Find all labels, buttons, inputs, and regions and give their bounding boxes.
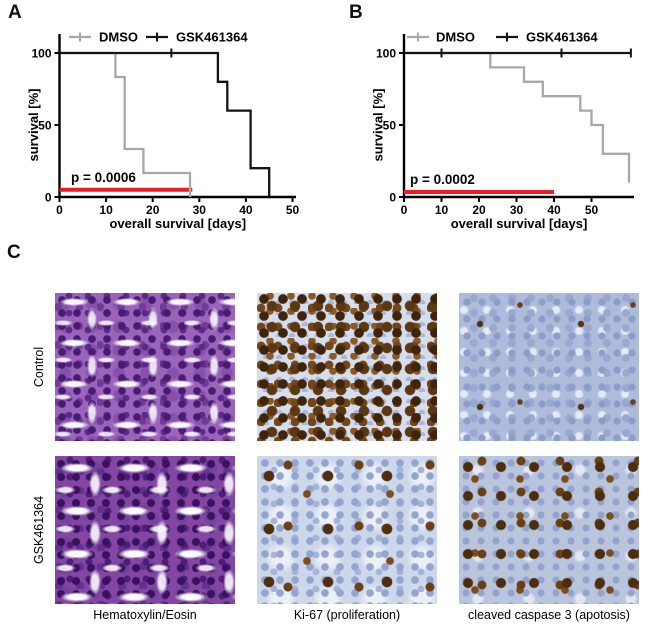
svg-text:p = 0.0006: p = 0.0006 — [71, 170, 136, 185]
svg-text:DMSO: DMSO — [436, 30, 475, 45]
svg-text:survival [%]: survival [%] — [371, 89, 386, 162]
svg-text:0: 0 — [56, 203, 63, 217]
svg-text:10: 10 — [99, 203, 113, 217]
svg-text:survival [%]: survival [%] — [26, 89, 41, 162]
svg-text:40: 40 — [239, 203, 253, 217]
svg-text:30: 30 — [193, 203, 207, 217]
svg-text:50: 50 — [38, 119, 52, 133]
survival-chart-a: 0 10 20 30 40 50 0 50 100 p = 0.0006 DMSO GSK461364… — [26, 30, 299, 232]
histology-image-gsk461364-he — [55, 456, 235, 604]
panel-label-a: A — [8, 2, 22, 23]
row-label-control: Control — [32, 346, 46, 388]
svg-text:50: 50 — [383, 119, 397, 133]
svg-text:40: 40 — [547, 203, 561, 217]
caption-hematoxylin-eosin: Hematoxylin/Eosin — [93, 608, 197, 622]
row-label-gsk461364: GSK461364 — [32, 495, 46, 565]
caption-cleaved-caspase3: cleaved caspase 3 (apotosis) — [468, 608, 630, 622]
svg-text:10: 10 — [435, 203, 449, 217]
svg-text:overall survival [days]: overall survival [days] — [109, 216, 246, 231]
svg-text:20: 20 — [472, 203, 486, 217]
histology-image-gsk461364-ki67 — [257, 456, 437, 604]
svg-text:0: 0 — [45, 191, 52, 205]
caption-ki67: Ki-67 (proliferation) — [293, 608, 401, 622]
histology-image-control-caspase3 — [459, 293, 639, 441]
svg-text:50: 50 — [585, 203, 599, 217]
svg-text:GSK461364: GSK461364 — [176, 30, 248, 45]
panel-label-c: C — [7, 242, 21, 263]
svg-text:GSK461364: GSK461364 — [526, 30, 598, 45]
svg-text:p = 0.0002: p = 0.0002 — [410, 172, 475, 187]
panel-label-b: B — [349, 2, 363, 23]
svg-text:0: 0 — [389, 191, 396, 205]
svg-text:overall survival [days]: overall survival [days] — [451, 216, 588, 231]
survival-chart-b: 0 10 20 30 40 50 0 50 100 p = 0.0002 DMSO GSK461364… — [371, 30, 634, 231]
histology-image-gsk461364-caspase3 — [459, 456, 639, 604]
svg-text:0: 0 — [401, 203, 408, 217]
svg-text:30: 30 — [510, 203, 524, 217]
svg-text:20: 20 — [146, 203, 160, 217]
histology-image-control-ki67 — [257, 293, 437, 441]
svg-text:50: 50 — [286, 203, 300, 217]
svg-text:DMSO: DMSO — [99, 30, 138, 45]
svg-text:100: 100 — [376, 47, 396, 61]
histology-image-control-he — [55, 293, 235, 441]
svg-text:100: 100 — [31, 47, 51, 61]
